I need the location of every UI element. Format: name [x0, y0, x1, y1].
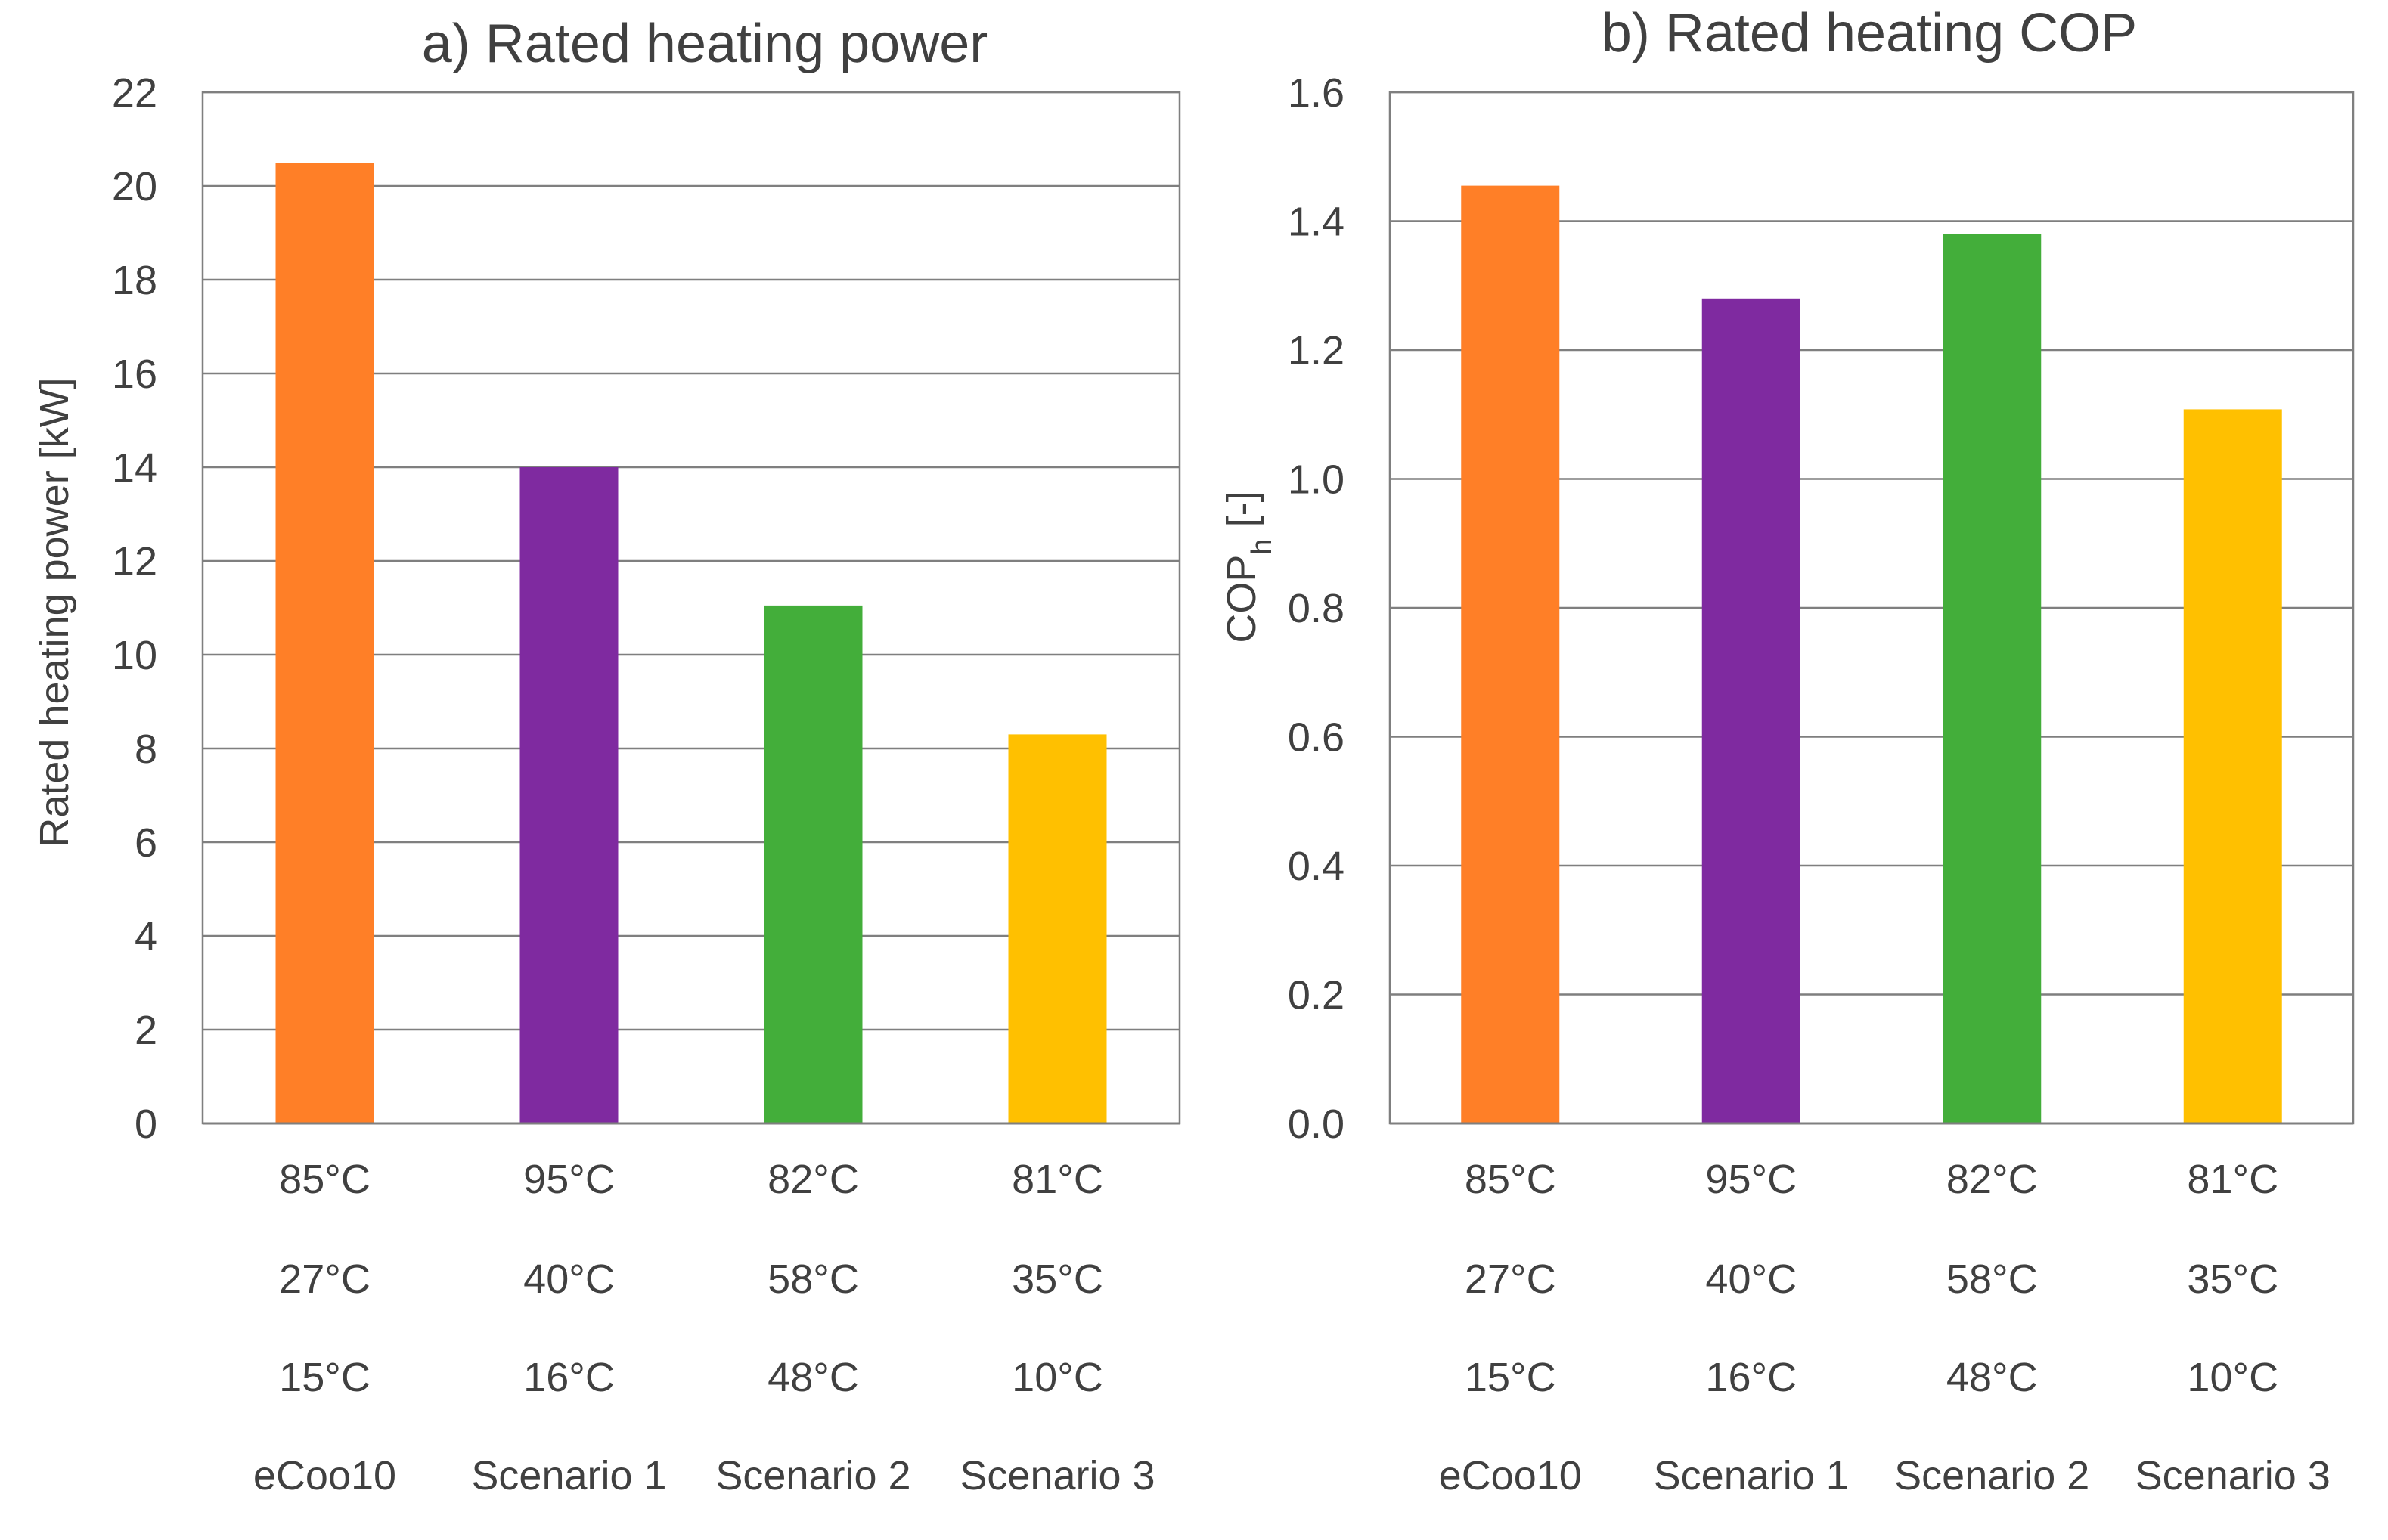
chart-a-y-tick-label: 0: [135, 1102, 157, 1147]
chart-b-y-tick-label: 0.0: [1288, 1102, 1344, 1147]
chart-a-y-tick-label: 14: [112, 445, 157, 491]
chart-b-y-tick-label: 0.8: [1288, 586, 1344, 631]
chart-b-y-tick-label: 1.4: [1288, 200, 1344, 245]
chart-b-x-category-label: 48°C: [1946, 1355, 2038, 1400]
chart-b-y-tick-label: 0.4: [1288, 844, 1344, 889]
chart-b-y-axis-label-unit: [-]: [1219, 491, 1264, 538]
chart-b-title: b) Rated heating COP: [1602, 3, 2137, 64]
chart-a-y-tick-label: 2: [135, 1008, 157, 1053]
chart-a-x-category-label: 48°C: [768, 1355, 859, 1400]
chart-b-x-category-label: 15°C: [1465, 1355, 1556, 1400]
chart-b-x-category-label: Scenario 2: [1894, 1453, 2089, 1498]
chart-a-y-tick-label: 12: [112, 539, 157, 584]
chart-a-bar: [764, 605, 863, 1123]
chart-b-x-category-label: Scenario 3: [2135, 1453, 2331, 1498]
chart-a-x-category-label: 58°C: [768, 1256, 859, 1302]
chart-a-x-category-label: 27°C: [279, 1256, 371, 1302]
chart-a-bar: [1008, 734, 1107, 1123]
chart-a-y-tick-label: 22: [112, 70, 157, 116]
chart-b-bar: [1701, 298, 1800, 1123]
chart-rated-heating-cop: b) Rated heating COP COPh [-] 0.0 0.2 0.4 0…: [1219, 3, 2355, 1498]
chart-a-y-tick-label: 6: [135, 820, 157, 866]
chart-b-x-category-label: 35°C: [2187, 1256, 2278, 1302]
chart-a-x-category-label: eCoo10: [253, 1453, 396, 1498]
chart-a-y-tick-label: 18: [112, 258, 157, 303]
chart-a-x-category-label: 16°C: [523, 1355, 615, 1400]
chart-b-x-category-label: 81°C: [2187, 1157, 2278, 1202]
chart-a-x-category-label: 15°C: [279, 1355, 371, 1400]
chart-b-x-category-label: 82°C: [1946, 1157, 2038, 1202]
chart-rated-heating-power: a) Rated heating power Rated heating pow…: [32, 14, 1181, 1498]
chart-a-x-category-label: Scenario 2: [715, 1453, 910, 1498]
chart-b-y-axis-label-subscript: h: [1246, 538, 1278, 554]
chart-a-bar: [275, 163, 374, 1123]
chart-b-bar: [1461, 185, 1560, 1123]
chart-a-x-category-label: 40°C: [523, 1256, 615, 1302]
chart-b-x-category-label: 95°C: [1705, 1157, 1797, 1202]
chart-a-y-tick-label: 8: [135, 727, 157, 772]
chart-a-x-category-label: 10°C: [1012, 1355, 1103, 1400]
chart-b-y-tick-label: 0.6: [1288, 715, 1344, 761]
chart-b-bar: [1943, 234, 2042, 1123]
chart-b-y-tick-label: 1.0: [1288, 457, 1344, 503]
chart-a-y-tick-label: 20: [112, 164, 157, 209]
chart-b-y-tick-label: 1.2: [1288, 328, 1344, 373]
chart-b-x-category-label: 85°C: [1465, 1157, 1556, 1202]
chart-b-y-axis-label-main: COP: [1219, 555, 1264, 643]
chart-b-x-category-label: 40°C: [1705, 1256, 1797, 1302]
chart-b-x-category-label: 16°C: [1705, 1355, 1797, 1400]
chart-a-title: a) Rated heating power: [422, 14, 988, 74]
chart-b-y-tick-label: 0.2: [1288, 973, 1344, 1018]
chart-a-x-category-label: 82°C: [768, 1157, 859, 1202]
chart-b-x-category-label: eCoo10: [1439, 1453, 1582, 1498]
chart-a-y-tick-label: 4: [135, 914, 157, 959]
chart-a-y-tick-label: 10: [112, 633, 157, 678]
chart-b-x-category-label: 58°C: [1946, 1256, 2038, 1302]
chart-a-x-category-label: 81°C: [1012, 1157, 1103, 1202]
chart-a-x-category-label: 35°C: [1012, 1256, 1103, 1302]
chart-a-y-axis-label: Rated heating power [kW]: [32, 377, 77, 847]
chart-a-bar: [519, 467, 619, 1123]
chart-a-x-category-label: 95°C: [523, 1157, 615, 1202]
chart-b-x-category-label: 27°C: [1465, 1256, 1556, 1302]
chart-a-x-category-label: Scenario 3: [960, 1453, 1155, 1498]
chart-a-x-category-label: 85°C: [279, 1157, 371, 1202]
chart-b-x-category-label: Scenario 1: [1654, 1453, 1849, 1498]
chart-a-x-category-label: Scenario 1: [471, 1453, 666, 1498]
chart-b-bar: [2183, 409, 2282, 1123]
chart-b-y-tick-label: 1.6: [1288, 70, 1344, 116]
chart-b-y-axis-label: COPh [-]: [1219, 491, 1278, 643]
chart-b-x-category-label: 10°C: [2187, 1355, 2278, 1400]
chart-a-y-tick-label: 16: [112, 352, 157, 397]
